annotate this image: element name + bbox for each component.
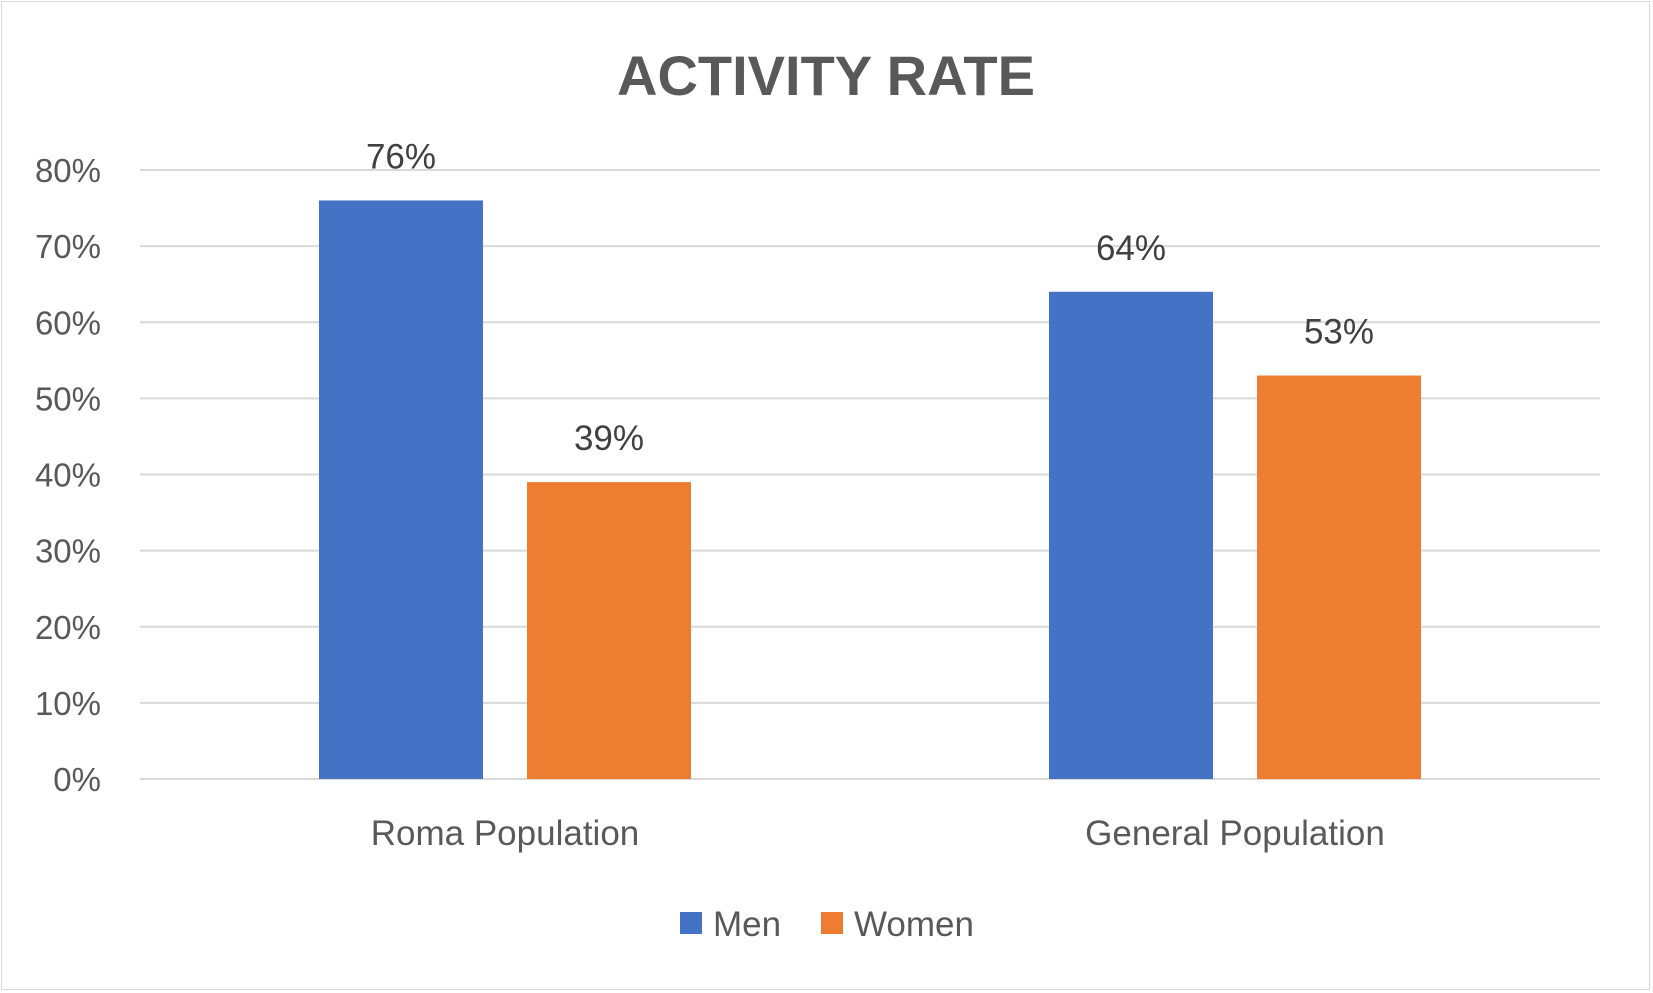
data-label: 64%: [1096, 229, 1166, 268]
bars: [319, 200, 1421, 779]
y-tick-label: 40%: [35, 457, 101, 494]
y-tick-label: 0%: [53, 761, 101, 798]
category-label: Roma Population: [371, 814, 640, 853]
data-label: 53%: [1304, 313, 1374, 352]
chart-title: ACTIVITY RATE: [617, 44, 1035, 107]
bar-women-roma: [527, 482, 691, 779]
data-label: 39%: [574, 419, 644, 458]
y-tick-label: 10%: [35, 685, 101, 722]
y-tick-label: 60%: [35, 304, 101, 341]
legend-label-men: Men: [713, 905, 781, 944]
bar-men-general: [1049, 291, 1213, 779]
y-axis-tick-labels: 0% 10% 20% 30% 40% 50% 60% 70% 80%: [35, 152, 101, 798]
data-label: 76%: [366, 137, 436, 176]
x-axis-category-labels: Roma Population General Population: [371, 814, 1385, 853]
category-label: General Population: [1085, 814, 1385, 853]
legend-label-women: Women: [854, 905, 974, 944]
legend-swatch-men: [680, 912, 702, 934]
y-tick-label: 80%: [35, 152, 101, 189]
legend: Men Women: [680, 905, 974, 944]
legend-swatch-women: [821, 912, 843, 934]
y-tick-label: 50%: [35, 380, 101, 417]
bar-women-general: [1257, 375, 1421, 779]
bar-men-roma: [319, 200, 483, 779]
y-tick-label: 70%: [35, 228, 101, 265]
y-tick-label: 30%: [35, 533, 101, 570]
data-labels: 76% 39% 64% 53%: [366, 137, 1374, 458]
y-tick-label: 20%: [35, 609, 101, 646]
